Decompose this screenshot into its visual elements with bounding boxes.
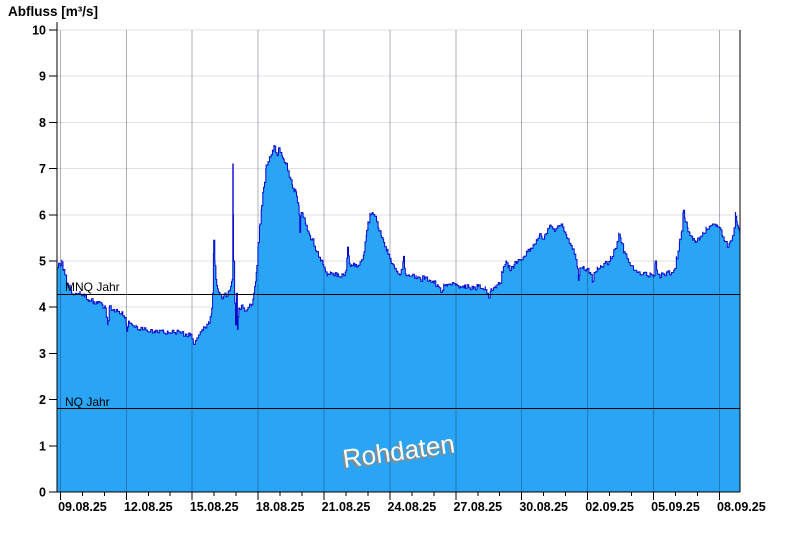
y-tick-label: 8	[39, 116, 46, 130]
y-tick-label: 7	[39, 162, 46, 176]
y-tick-label: 6	[39, 208, 46, 222]
x-tick-label: 30.08.25	[519, 500, 568, 514]
x-axis-labels: 09.08.25 12.08.25 15.08.25 18.08.25 21.08.25…	[58, 500, 766, 514]
x-tick-label: 21.08.25	[322, 500, 371, 514]
x-tick-label: 02.09.25	[585, 500, 634, 514]
chart-title: Abfluss [m³/s]	[8, 4, 99, 19]
x-tick-label: 15.08.25	[190, 500, 239, 514]
discharge-area	[57, 145, 740, 492]
y-tick-label: 9	[39, 70, 46, 84]
y-tick-label: 5	[39, 255, 46, 269]
mnq-jahr-label: MNQ Jahr	[65, 280, 120, 294]
nq-jahr-label: NQ Jahr	[65, 395, 110, 409]
discharge-curve	[56, 145, 741, 345]
reference-lines	[57, 294, 740, 409]
vertical-gridlines	[59, 30, 720, 492]
x-tick-label: 09.08.25	[58, 500, 107, 514]
y-tick-label: 10	[32, 24, 46, 38]
x-tick-label: 18.08.25	[256, 500, 305, 514]
y-tick-label: 4	[39, 301, 46, 315]
y-axis-labels: 0 1 2 3 4 5 6 7 8 9 10	[32, 24, 46, 500]
y-tick-label: 2	[39, 393, 46, 407]
y-tick-label: 3	[39, 347, 46, 361]
y-tick-label: 0	[39, 486, 46, 500]
x-tick-label: 12.08.25	[124, 500, 173, 514]
x-tick-label: 24.08.25	[388, 500, 437, 514]
tick-marks	[49, 29, 720, 500]
y-tick-label: 1	[39, 439, 46, 453]
x-tick-label: 05.09.25	[651, 500, 700, 514]
axes	[56, 22, 741, 493]
x-tick-label: 08.09.25	[717, 500, 766, 514]
x-tick-label: 27.08.25	[453, 500, 502, 514]
